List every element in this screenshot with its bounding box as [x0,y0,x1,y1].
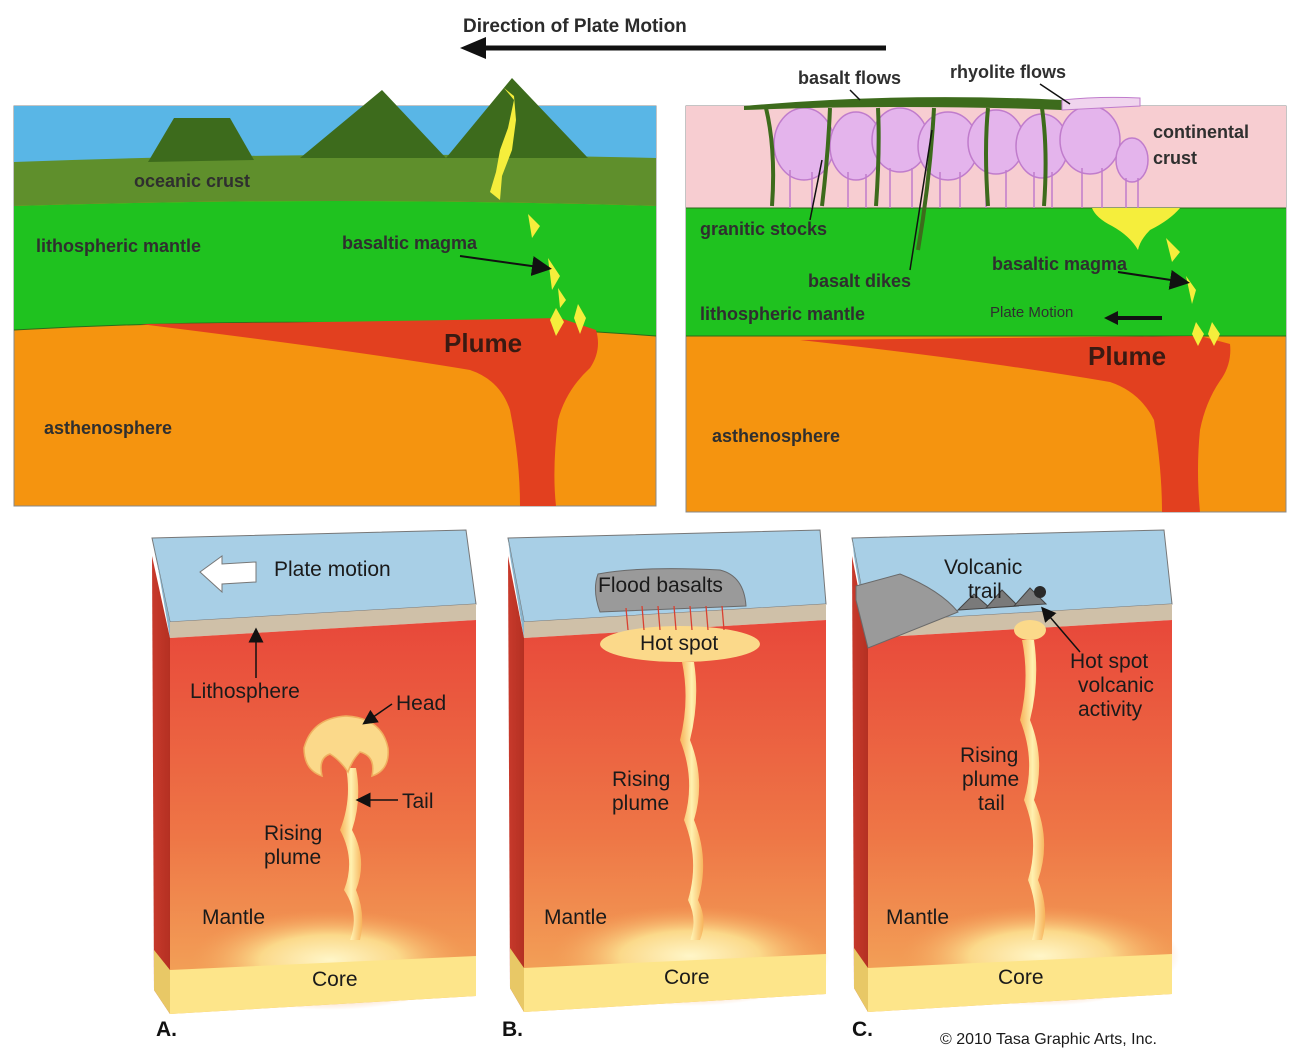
label-mantle: Mantle [886,906,949,929]
active-volcano [446,78,588,158]
label-oceanic-crust: oceanic crust [134,171,250,191]
block-side [852,556,868,1012]
old-basalt-plateau [855,573,959,649]
label-plate-motion: Plate motion [274,558,391,581]
plume-tail [680,662,704,940]
magma-blob [528,214,540,238]
block-side [152,556,170,1014]
guyot [148,118,254,162]
magma-blob [1208,322,1220,346]
label-rhyolite-flows: rhyolite flows [950,62,1066,82]
plume-tail [340,768,363,940]
label-hot-spot: Hot spot [640,632,718,655]
flood-basalt-plateau [594,568,747,613]
lithosphere-layer [170,604,476,638]
plate-motion-arrow-icon [199,555,257,594]
label-core: Core [664,966,710,989]
label-rising-2: plume [264,846,321,869]
label-crust: crust [1153,148,1197,168]
magma-blob [574,304,586,334]
label-tail: Tail [402,790,434,813]
plate-motion-direction: Direction of Plate Motion [460,16,886,59]
plume-shape-right [800,336,1231,512]
magma-blob [550,308,564,336]
panel-label-b: B. [502,1018,523,1041]
label-granitic-stocks: granitic stocks [700,219,827,239]
seamount [300,90,446,158]
block-diagram-c: Volcanic trail Hot spot volcanic activit… [851,529,1180,1041]
label-mantle: Mantle [544,906,607,929]
panel-label-a: A. [156,1018,177,1041]
label-basalt-dikes: basalt dikes [808,271,911,291]
block-diagram-b: Flood basalts Hot spot Rising plume Mant… [502,529,830,1041]
label-plume-right: Plume [1088,341,1166,371]
oceanic-hotspot-panel: oceanic crust lithospheric mantle basalt… [13,78,657,507]
rhyolite-flow-layer [1061,96,1141,111]
magma-conduit [490,88,516,200]
label-hot-spot-3: activity [1078,698,1143,721]
magma-pocket [1092,208,1180,250]
block-diagram-a: Plate motion Lithosphere Head Tail Risin… [151,529,477,1041]
panel-label-c: C. [852,1018,873,1041]
plume-tail [1020,640,1046,940]
core-layer [524,954,826,1012]
label-rising-3: tail [978,792,1005,815]
label-head: Head [396,692,446,715]
label-continental: continental [1153,122,1249,142]
label-plate-motion-small: Plate Motion [990,304,1073,321]
label-volcanic-2: trail [968,580,1002,603]
oceanic-crust-layer [14,154,656,206]
label-asthenosphere: asthenosphere [44,418,172,438]
label-basalt-flows: basalt flows [798,68,901,88]
label-rising-1: Rising [960,744,1018,767]
leader-basaltic-magma [459,255,552,276]
label-hot-spot-1: Hot spot [1070,650,1148,673]
label-asthenosphere-right: asthenosphere [712,426,840,446]
label-rising-2: plume [612,792,669,815]
label-core: Core [312,968,358,991]
copyright-notice: © 2010 Tasa Graphic Arts, Inc. [940,1031,1157,1048]
label-lithospheric-mantle: lithospheric mantle [36,236,201,256]
basalt-dikes [764,107,1048,251]
label-plume: Plume [444,328,522,358]
feeder-dikes [625,605,725,631]
label-rising-1: Rising [612,768,670,791]
eruption-plume [1034,586,1046,598]
label-rising-2: plume [962,768,1019,791]
continental-hotspot-panel: basalt flows rhyolite flows continental … [685,62,1287,513]
label-hot-spot-2: volcanic [1078,674,1154,697]
label-lithospheric-mantle-right: lithospheric mantle [700,304,865,324]
label-core: Core [998,966,1044,989]
label-basaltic-magma-right: basaltic magma [992,254,1128,274]
magma-blob [1166,238,1180,262]
label-volcanic-1: Volcanic [944,556,1022,579]
lithospheric-mantle-layer [14,201,656,336]
basalt-flow-layer [744,97,1062,110]
block-side [508,556,524,1012]
core-layer [170,956,476,1014]
core-layer [868,954,1172,1012]
volcanic-trail [956,587,1048,611]
granitic-stocks [773,105,1149,208]
direction-arrowhead [460,37,486,59]
mantle-face [170,620,476,1014]
label-mantle: Mantle [202,906,265,929]
label-lithosphere: Lithosphere [190,680,300,703]
direction-label: Direction of Plate Motion [463,16,687,37]
label-basaltic-magma: basaltic magma [342,233,478,253]
label-rising-1: Rising [264,822,322,845]
magma-blob [1192,322,1204,346]
label-flood-basalts: Flood basalts [598,574,723,597]
magma-blob [558,288,566,308]
lithosphere-layer [868,604,1172,638]
plume-shape [140,318,598,506]
hot-spot-head [600,626,760,662]
